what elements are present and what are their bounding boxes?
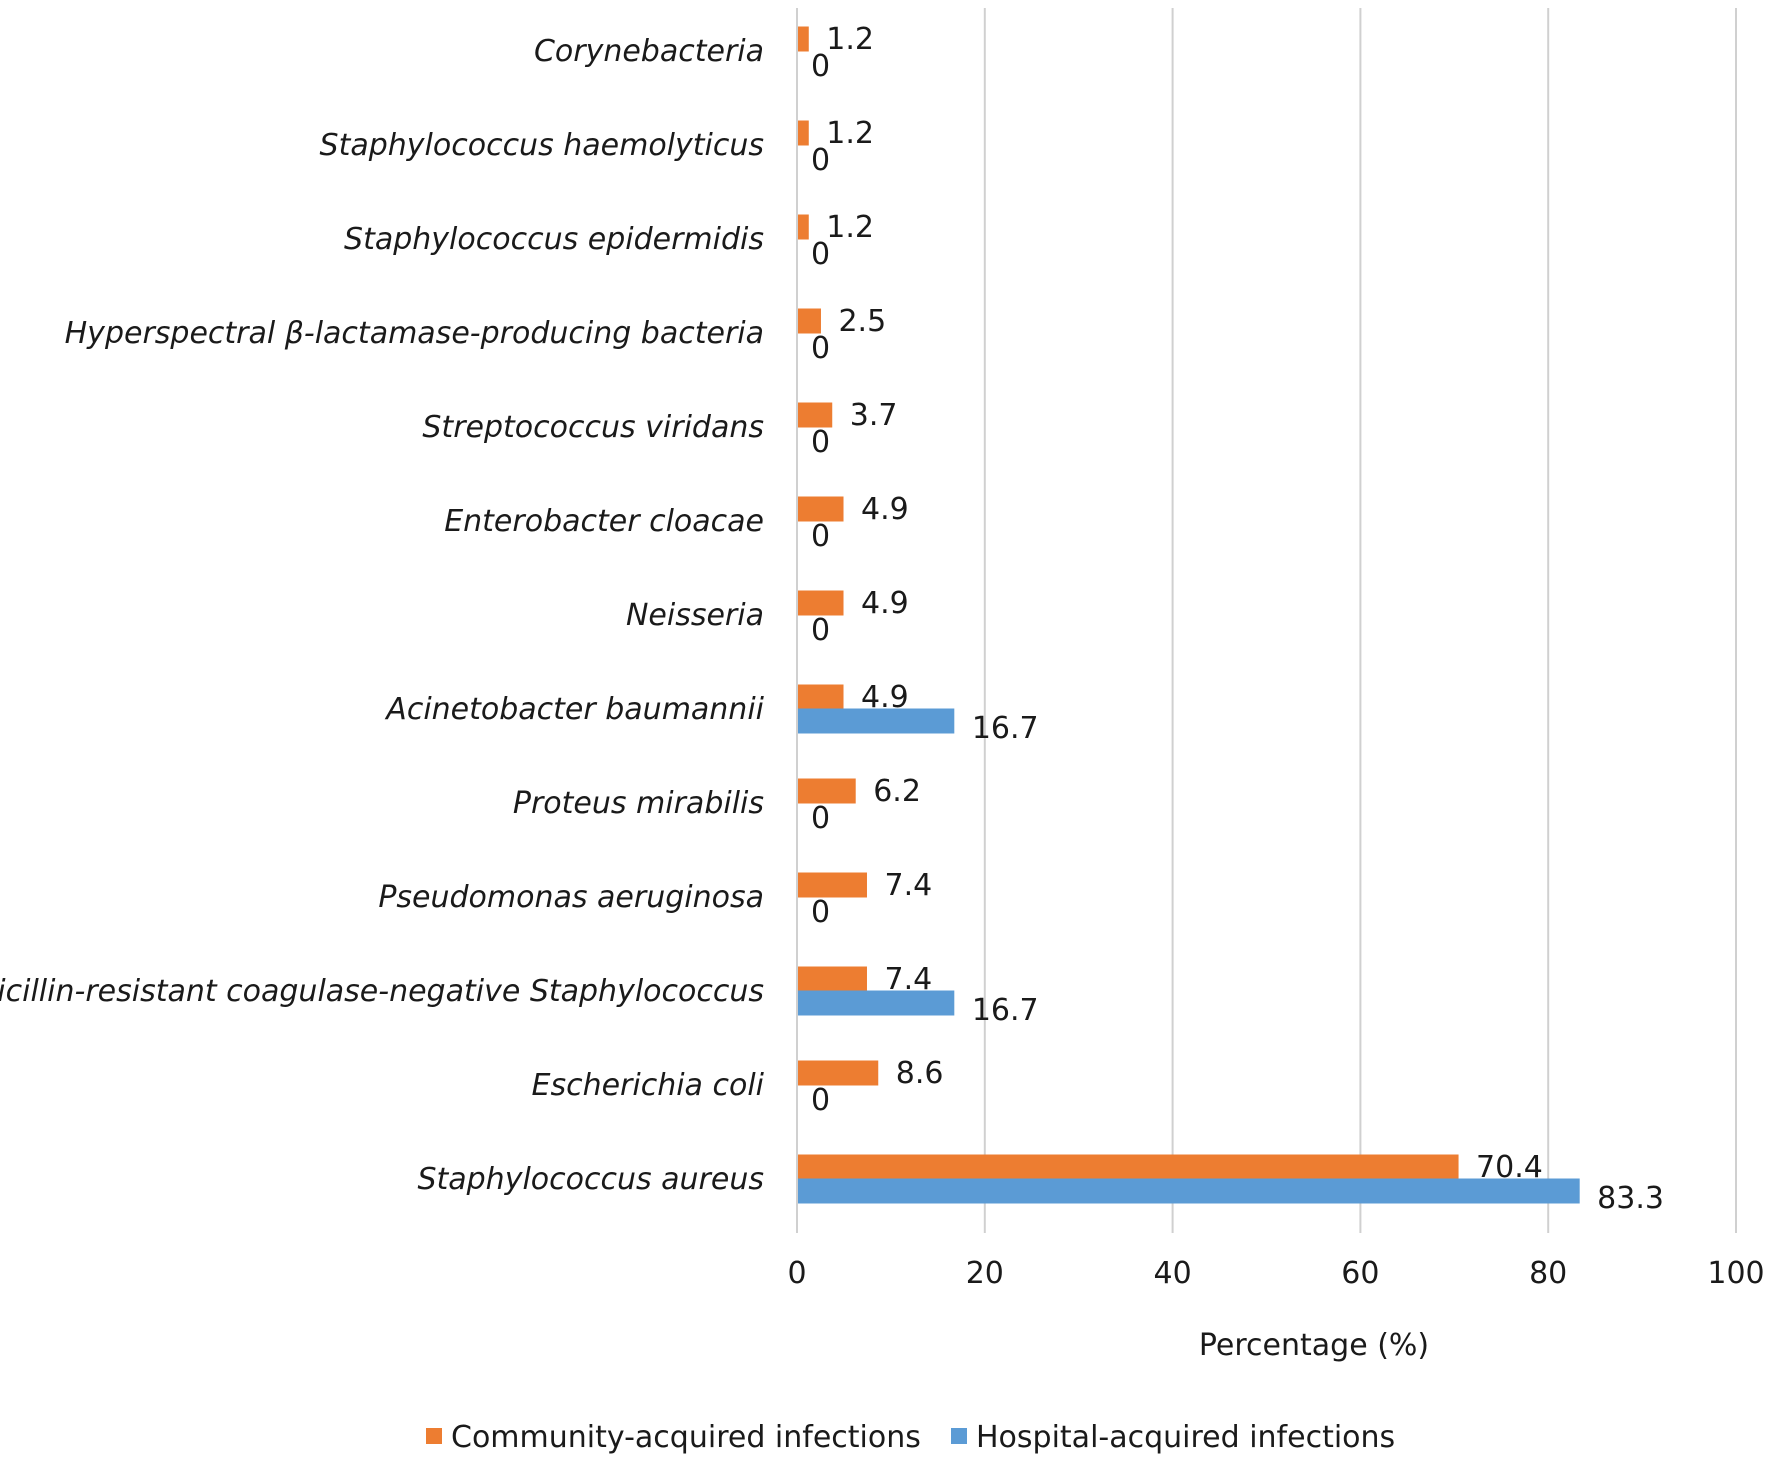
- data-label-community: 3.7: [850, 398, 898, 433]
- category-label: Proteus mirabilis: [513, 786, 764, 821]
- x-tick-label-40: 40: [1154, 1256, 1192, 1291]
- x-tick-label-100: 100: [1707, 1256, 1764, 1291]
- bar-community: [796, 1154, 1459, 1180]
- data-label-community: 4.9: [861, 586, 909, 621]
- bar-community: [796, 1060, 879, 1086]
- data-label-hospital: 16.7: [972, 993, 1039, 1028]
- data-label-community: 6.2: [873, 774, 921, 809]
- legend: Community-acquired infections Hospital-ac…: [426, 1420, 1395, 1455]
- bar-community: [796, 496, 844, 522]
- category-label: Neisseria: [626, 598, 764, 633]
- category-label: Methicillin-resistant coagulase-negative…: [0, 974, 764, 1009]
- data-label-community: 1.2: [826, 22, 874, 57]
- bar-community: [796, 26, 809, 52]
- data-label-hospital: 0: [811, 801, 830, 836]
- data-label-community: 1.2: [826, 210, 874, 245]
- data-label-community: 2.5: [838, 304, 886, 339]
- data-label-community: 8.6: [896, 1056, 944, 1091]
- category-label: Pseudomonas aeruginosa: [378, 880, 764, 915]
- bar-community: [796, 590, 844, 616]
- x-tick-label-60: 60: [1341, 1256, 1379, 1291]
- bar-community: [796, 308, 821, 334]
- bar-community: [796, 778, 856, 804]
- x-tick-label-20: 20: [966, 1256, 1004, 1291]
- bar-community: [796, 402, 833, 428]
- bar-community: [796, 872, 867, 898]
- data-label-hospital: 16.7: [972, 711, 1039, 746]
- data-label-hospital: 0: [811, 237, 830, 272]
- category-label: Staphylococcus aureus: [417, 1162, 764, 1197]
- data-label-community: 7.4: [884, 868, 932, 903]
- data-label-hospital: 0: [811, 143, 830, 178]
- category-label: Escherichia coli: [532, 1068, 765, 1103]
- data-label-hospital: 0: [811, 613, 830, 648]
- data-label-hospital: 0: [811, 519, 830, 554]
- legend-label-community: Community-acquired infections: [451, 1420, 921, 1455]
- x-tick-label-0: 0: [787, 1256, 806, 1291]
- axes: 0 20 40 60 80 100 Percentage (%): [787, 8, 1765, 1363]
- bar-community: [796, 214, 809, 240]
- legend-swatch-community: [426, 1428, 442, 1444]
- bar-community: [796, 966, 867, 992]
- data-label-community: 70.4: [1476, 1150, 1543, 1185]
- bar-community: [796, 684, 844, 710]
- data-label-community: 4.9: [861, 680, 909, 715]
- data-label-hospital: 0: [811, 895, 830, 930]
- data-label-community: 1.2: [826, 116, 874, 151]
- legend-swatch-hospital: [951, 1428, 967, 1444]
- gridlines: [983, 8, 1737, 1233]
- category-label: Acinetobacter baumannii: [384, 692, 764, 727]
- category-label: Corynebacteria: [534, 34, 764, 69]
- bar-community: [796, 120, 809, 146]
- category-label: Streptococcus viridans: [422, 410, 764, 445]
- x-axis-title: Percentage (%): [1199, 1328, 1429, 1363]
- data-label-hospital: 83.3: [1597, 1181, 1664, 1216]
- x-tick-label-80: 80: [1529, 1256, 1567, 1291]
- category-label: Enterobacter cloacae: [444, 504, 764, 539]
- data-label-hospital: 0: [811, 425, 830, 460]
- bar-hospital: [796, 708, 955, 734]
- bars: [796, 26, 1580, 1204]
- data-label-community: 4.9: [861, 492, 909, 527]
- data-label-hospital: 0: [811, 331, 830, 366]
- legend-label-hospital: Hospital-acquired infections: [976, 1420, 1395, 1455]
- category-label: Staphylococcus haemolyticus: [320, 128, 764, 163]
- category-label: Hyperspectral β-lactamase-producing bact…: [65, 316, 764, 351]
- bar-hospital: [796, 1178, 1580, 1204]
- category-label: Staphylococcus epidermidis: [344, 222, 764, 257]
- data-label-hospital: 0: [811, 49, 830, 84]
- data-label-hospital: 0: [811, 1083, 830, 1118]
- data-label-community: 7.4: [884, 962, 932, 997]
